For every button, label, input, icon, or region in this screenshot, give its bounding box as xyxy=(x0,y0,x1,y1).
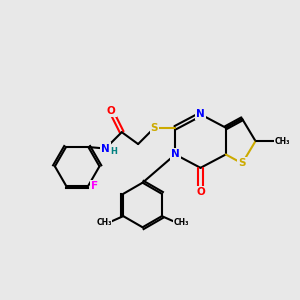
Text: O: O xyxy=(196,187,205,196)
Text: S: S xyxy=(238,158,246,168)
Text: CH₃: CH₃ xyxy=(96,218,112,226)
Text: H: H xyxy=(110,147,117,156)
Text: N: N xyxy=(171,149,180,160)
Text: S: S xyxy=(151,123,158,133)
Text: F: F xyxy=(91,181,98,191)
Text: N: N xyxy=(196,109,205,119)
Text: O: O xyxy=(107,106,116,116)
Text: CH₃: CH₃ xyxy=(173,218,189,226)
Text: CH₃: CH₃ xyxy=(274,136,290,146)
Text: N: N xyxy=(101,143,110,154)
